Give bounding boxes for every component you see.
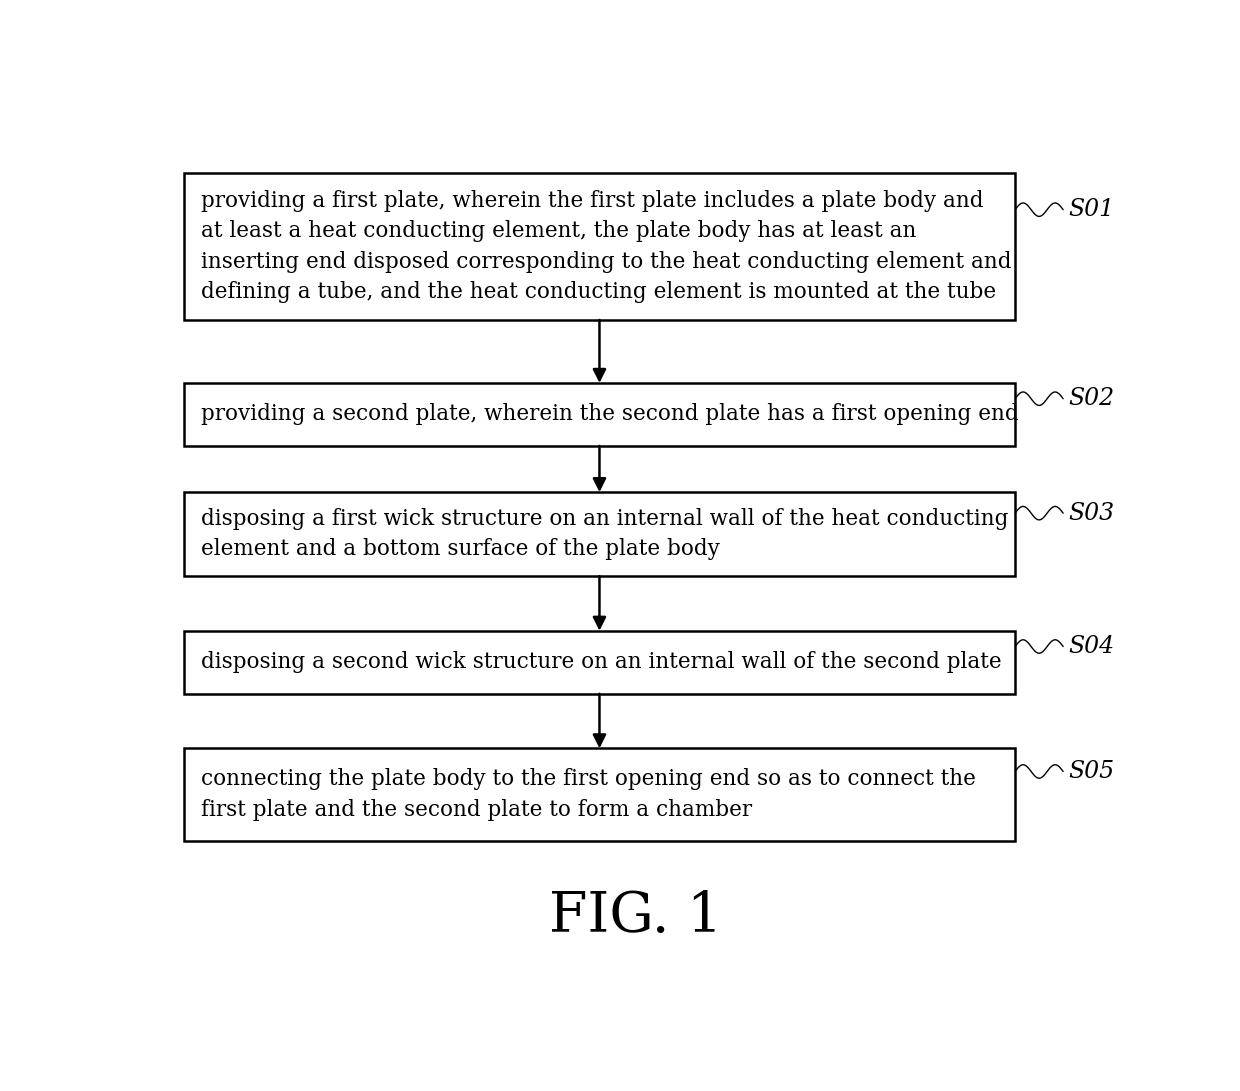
Bar xyxy=(184,492,1016,576)
Text: S02: S02 xyxy=(1068,387,1114,410)
Text: connecting the plate body to the first opening end so as to connect the
first pl: connecting the plate body to the first o… xyxy=(201,768,976,820)
Text: providing a first plate, wherein the first plate includes a plate body and
at le: providing a first plate, wherein the fir… xyxy=(201,190,1012,303)
Text: disposing a second wick structure on an internal wall of the second plate: disposing a second wick structure on an … xyxy=(201,651,1002,673)
Text: S01: S01 xyxy=(1068,199,1114,221)
Bar xyxy=(184,748,1016,841)
Bar xyxy=(184,172,1016,320)
Text: S05: S05 xyxy=(1068,760,1114,783)
Text: FIG. 1: FIG. 1 xyxy=(549,889,722,944)
Text: S04: S04 xyxy=(1068,635,1114,658)
Text: disposing a first wick structure on an internal wall of the heat conducting
elem: disposing a first wick structure on an i… xyxy=(201,508,1008,561)
Text: providing a second plate, wherein the second plate has a first opening end: providing a second plate, wherein the se… xyxy=(201,404,1019,425)
Text: S03: S03 xyxy=(1068,502,1114,525)
Bar xyxy=(184,631,1016,694)
Bar xyxy=(184,383,1016,446)
